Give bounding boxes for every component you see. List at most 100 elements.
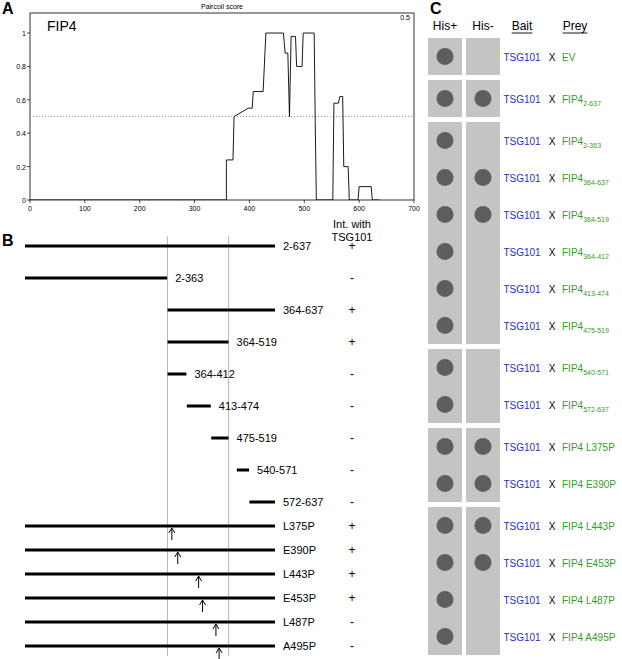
figure: APaircoil score010020030040050060070000.… xyxy=(0,0,622,659)
prey-name: FIP4 E453P xyxy=(562,558,616,569)
x-tick xyxy=(194,200,195,203)
x-tick xyxy=(30,200,31,203)
colony xyxy=(437,438,454,455)
prey-name: FIP4 L443P xyxy=(562,521,615,532)
column-header: Int. with xyxy=(333,218,371,230)
arrow-head xyxy=(169,528,175,533)
colony xyxy=(437,132,454,149)
y-tick-label: 0.6 xyxy=(16,97,26,104)
prey-range: 364-637 xyxy=(583,179,609,186)
threshold-label: 0.5 xyxy=(400,14,410,21)
prey-label: FIP4 L487P xyxy=(562,595,615,606)
separator: X xyxy=(549,595,556,606)
y-tick xyxy=(27,99,30,100)
column-header: Prey xyxy=(563,19,588,33)
colony xyxy=(437,517,454,534)
construct-label: 364-637 xyxy=(283,304,323,316)
plate-his-minus xyxy=(466,349,500,423)
prey-range: 540-571 xyxy=(583,369,609,376)
interaction: + xyxy=(348,591,355,605)
plate-his-plus xyxy=(428,38,462,75)
bait-label: TSG101 xyxy=(503,521,541,532)
y-tick xyxy=(27,33,30,34)
colony xyxy=(475,475,492,492)
construct-label: 475-519 xyxy=(237,432,277,444)
arrow-head xyxy=(216,648,222,653)
prey-range: 413-474 xyxy=(583,290,609,297)
bait-label: TSG101 xyxy=(503,210,541,221)
construct-label: 540-571 xyxy=(257,464,297,476)
colony xyxy=(437,206,454,223)
construct-bar xyxy=(25,245,275,248)
x-tick-label: 200 xyxy=(134,205,146,212)
prey-name: FIP4 xyxy=(562,363,584,374)
mutation-arrow xyxy=(196,576,202,588)
construct-bar xyxy=(168,309,275,312)
column-header: His+ xyxy=(433,19,457,33)
colony xyxy=(475,169,492,186)
colony xyxy=(437,169,454,186)
colony xyxy=(475,438,492,455)
separator: X xyxy=(549,558,556,569)
prey-label: FIP4 A495P xyxy=(562,632,616,643)
arrow-head xyxy=(196,576,202,581)
y-tick-label: 1 xyxy=(22,30,26,37)
interaction: - xyxy=(350,639,354,653)
panel-a: APaircoil score010020030040050060070000.… xyxy=(2,0,420,212)
bait-label: TSG101 xyxy=(503,632,541,643)
separator: X xyxy=(549,210,556,221)
mutation-arrow xyxy=(175,552,181,564)
x-tick-label: 0 xyxy=(28,205,32,212)
prey-name: FIP4 xyxy=(562,400,584,411)
x-tick xyxy=(249,200,250,203)
prey-label: FIP4413-474 xyxy=(562,284,609,297)
plate-his-minus xyxy=(466,122,500,344)
annotation: FIP4 xyxy=(47,18,77,34)
bait-label: TSG101 xyxy=(503,442,541,453)
separator: X xyxy=(549,479,556,490)
prey-name: FIP4 xyxy=(562,94,584,105)
y-tick xyxy=(27,133,30,134)
construct-label: 364-412 xyxy=(194,368,234,380)
construct-bar xyxy=(168,373,187,376)
arrow-shaft xyxy=(219,649,220,659)
threshold-line xyxy=(30,116,414,117)
prey-label: FIP42-637 xyxy=(562,94,601,107)
arrow-shaft xyxy=(177,553,178,564)
arrow-head xyxy=(200,600,206,605)
colony xyxy=(475,206,492,223)
separator: X xyxy=(549,284,556,295)
interaction: + xyxy=(348,239,355,253)
interaction: + xyxy=(348,335,355,349)
bait-label: TSG101 xyxy=(503,400,541,411)
y-tick xyxy=(27,200,30,201)
interaction: + xyxy=(348,543,355,557)
bait-label: TSG101 xyxy=(503,558,541,569)
interaction: - xyxy=(350,271,354,285)
construct-bar xyxy=(25,277,167,280)
plate-his-plus xyxy=(428,507,462,655)
x-tick xyxy=(84,200,85,203)
bait-label: TSG101 xyxy=(503,363,541,374)
construct-label: 2-363 xyxy=(175,272,203,284)
separator: X xyxy=(549,363,556,374)
construct-label: 364-519 xyxy=(237,336,277,348)
column-header: Bait xyxy=(512,19,533,33)
bait-label: TSG101 xyxy=(503,173,541,184)
x-tick xyxy=(414,200,415,203)
colony xyxy=(437,628,454,645)
prey-label: FIP4475-519 xyxy=(562,321,609,334)
interaction: + xyxy=(348,519,355,533)
construct-label: L487P xyxy=(283,616,315,628)
prey-label: FIP4 E390P xyxy=(562,479,616,490)
colony xyxy=(437,48,454,65)
guide-line xyxy=(167,236,168,656)
colony xyxy=(475,517,492,534)
prey-range: 572-637 xyxy=(583,406,609,413)
construct-bar xyxy=(25,549,275,552)
construct-label: E453P xyxy=(283,592,316,604)
prey-label: EV xyxy=(562,52,576,63)
prey-label: FIP4364-412 xyxy=(562,247,609,260)
colony xyxy=(437,317,454,334)
construct-bar xyxy=(25,645,275,648)
